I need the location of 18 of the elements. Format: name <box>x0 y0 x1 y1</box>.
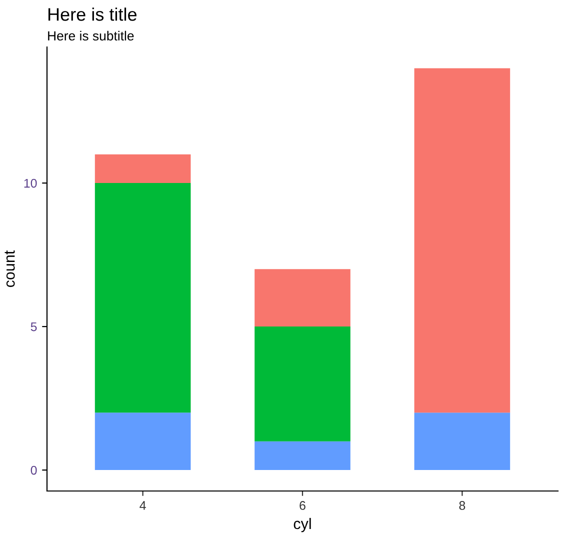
y-tick-label: 10 <box>24 178 37 188</box>
y-tick-label: 5 <box>30 322 37 332</box>
x-tick-label: 8 <box>459 501 466 510</box>
y-axis-title: count <box>4 250 15 288</box>
x-axis-title: cyl <box>294 518 311 532</box>
bar <box>94 154 191 184</box>
chart-title: Here is title <box>48 8 136 21</box>
bar <box>414 68 510 413</box>
bar <box>254 441 350 470</box>
bar <box>254 269 350 327</box>
x-tick-label: 4 <box>140 501 146 510</box>
bar <box>254 326 350 442</box>
y-tick-label: 0 <box>30 466 37 475</box>
bar <box>94 183 191 413</box>
bar <box>94 412 191 470</box>
chart-subtitle: Here is subtitle <box>48 30 134 41</box>
x-tick-label: 6 <box>300 501 306 510</box>
bar <box>414 412 510 470</box>
